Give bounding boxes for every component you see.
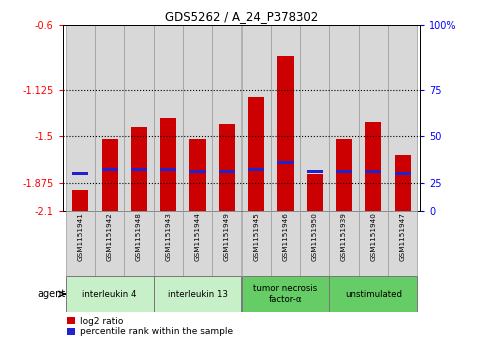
Bar (160, 168, 176, 171)
Text: tumor necrosis
factor-α: tumor necrosis factor-α (253, 284, 317, 304)
Bar (212, 211, 242, 276)
Bar (359, 211, 388, 276)
Bar (219, 124, 235, 211)
Bar (124, 25, 154, 211)
Title: GDS5262 / A_24_P378302: GDS5262 / A_24_P378302 (165, 10, 318, 23)
Bar (66, 211, 95, 276)
Bar (66, 276, 154, 312)
Bar (271, 211, 300, 276)
Bar (66, 25, 95, 211)
Bar (329, 25, 359, 211)
Bar (307, 170, 323, 173)
Text: GSM1151947: GSM1151947 (399, 212, 406, 261)
Text: GSM1151939: GSM1151939 (341, 212, 347, 261)
Bar (95, 25, 124, 211)
Bar (329, 276, 417, 312)
Bar (388, 25, 417, 211)
Bar (101, 139, 118, 211)
Text: GSM1151949: GSM1151949 (224, 212, 230, 261)
Bar (95, 211, 124, 276)
Bar (219, 170, 235, 173)
Bar (336, 139, 352, 211)
Bar (183, 211, 212, 276)
Bar (336, 170, 352, 173)
Bar (329, 211, 359, 276)
Bar (101, 168, 118, 171)
Bar (131, 168, 147, 171)
Bar (300, 211, 329, 276)
Bar (277, 56, 294, 211)
Bar (365, 170, 382, 173)
Text: GSM1151948: GSM1151948 (136, 212, 142, 261)
Bar (242, 211, 271, 276)
Text: GSM1151950: GSM1151950 (312, 212, 318, 261)
Text: GSM1151945: GSM1151945 (253, 212, 259, 261)
Text: agent: agent (38, 289, 66, 299)
Bar (395, 155, 411, 211)
Bar (271, 25, 300, 211)
Text: GSM1151943: GSM1151943 (165, 212, 171, 261)
Bar (154, 276, 242, 312)
Bar (72, 172, 88, 175)
Bar (131, 127, 147, 211)
Bar (183, 25, 212, 211)
Text: GSM1151941: GSM1151941 (77, 212, 84, 261)
Bar (189, 170, 206, 173)
Bar (277, 161, 294, 164)
Bar (307, 174, 323, 211)
Bar (395, 172, 411, 175)
Bar (72, 189, 88, 211)
Bar (388, 211, 417, 276)
Bar (242, 25, 271, 211)
Text: GSM1151942: GSM1151942 (107, 212, 113, 261)
Text: GSM1151940: GSM1151940 (370, 212, 376, 261)
Text: interleukin 13: interleukin 13 (168, 290, 227, 298)
Bar (154, 25, 183, 211)
Bar (124, 211, 154, 276)
Bar (189, 139, 206, 211)
Text: unstimulated: unstimulated (345, 290, 402, 298)
Bar (365, 122, 382, 211)
Bar (359, 25, 388, 211)
Text: interleukin 4: interleukin 4 (83, 290, 137, 298)
Bar (242, 276, 329, 312)
Bar (212, 25, 242, 211)
Bar (248, 168, 264, 171)
Legend: log2 ratio, percentile rank within the sample: log2 ratio, percentile rank within the s… (67, 317, 233, 337)
Text: GSM1151946: GSM1151946 (283, 212, 288, 261)
Text: GSM1151944: GSM1151944 (195, 212, 200, 261)
Bar (300, 25, 329, 211)
Bar (160, 118, 176, 211)
Bar (248, 97, 264, 211)
Bar (154, 211, 183, 276)
